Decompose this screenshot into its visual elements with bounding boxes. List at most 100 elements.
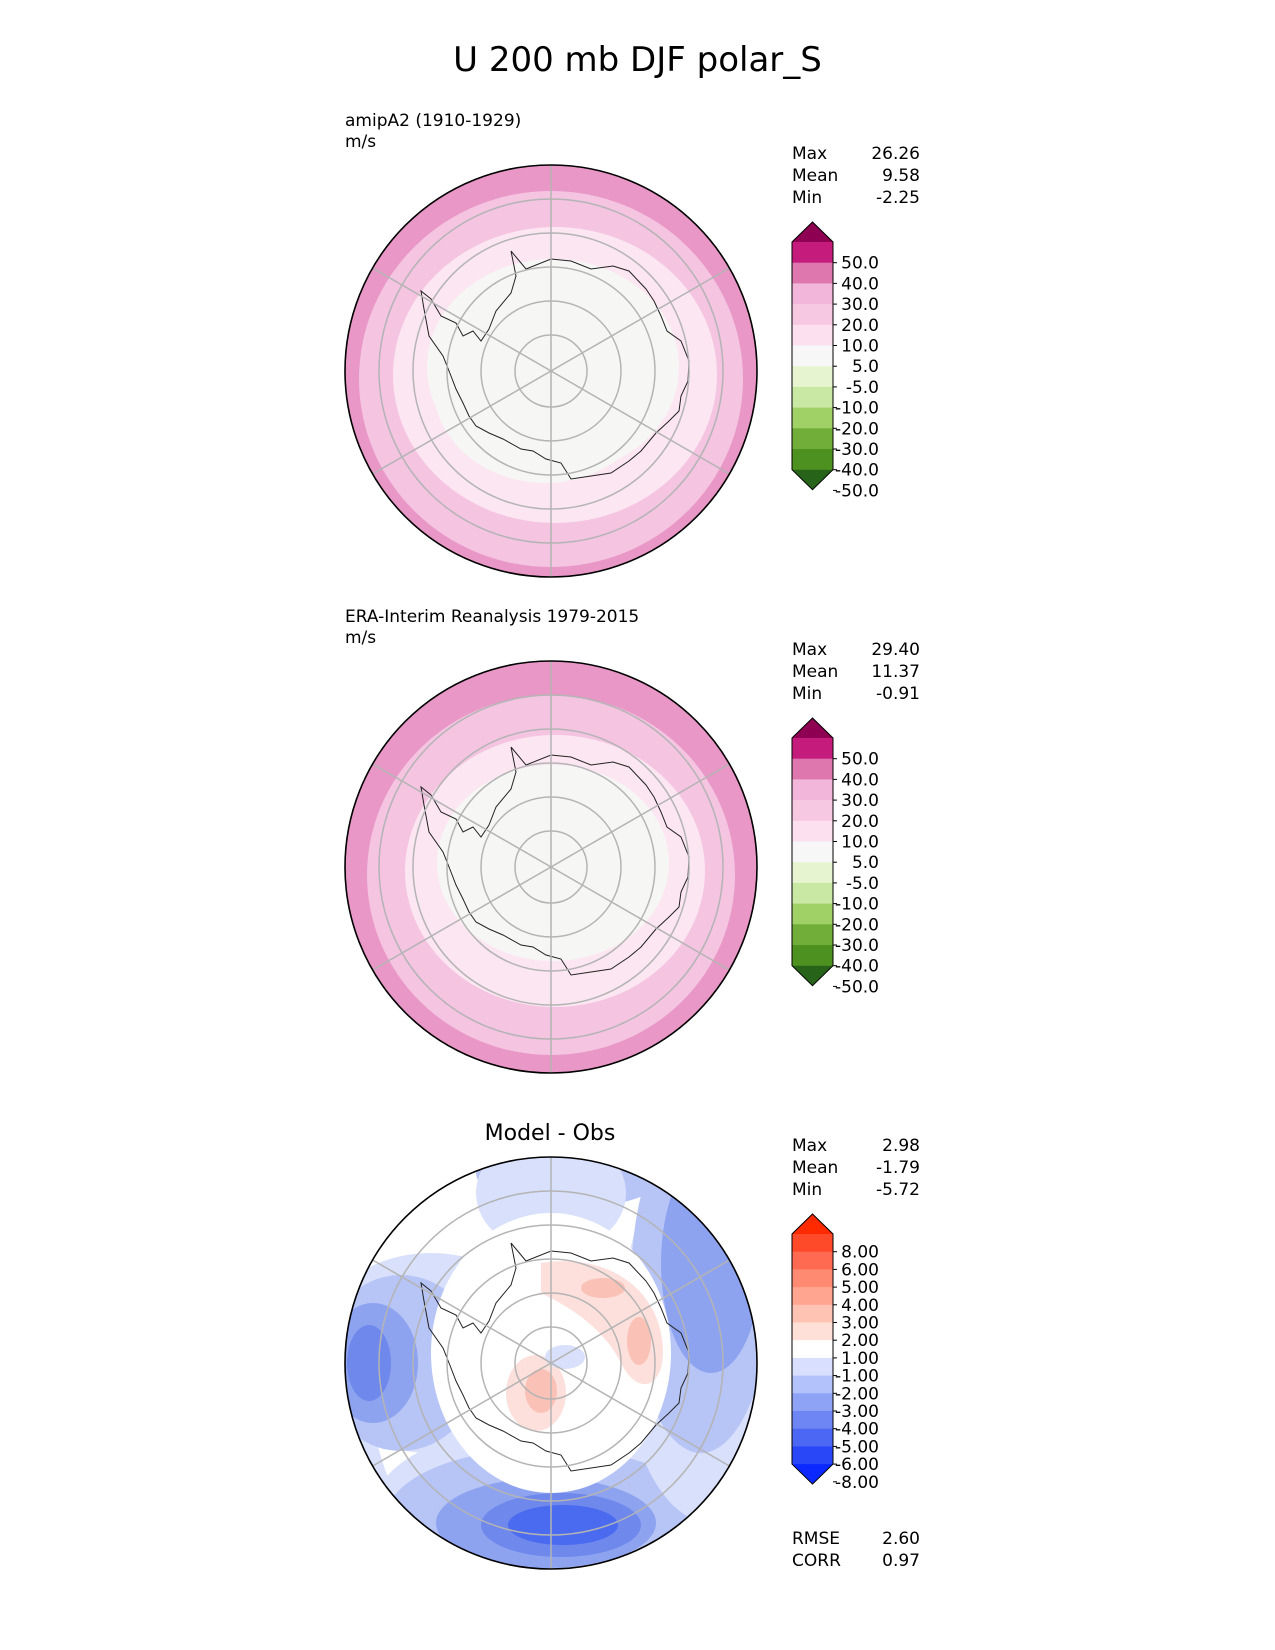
pos-band-west-antarctica-2: [525, 1369, 557, 1413]
coastline: [420, 250, 690, 480]
band-near-zero: [437, 765, 669, 961]
colorbar-segment: [792, 242, 833, 264]
colorbar-segment: [792, 1411, 833, 1430]
colorbar-tick-label: -50.0: [835, 481, 879, 501]
colorbar-tick-label: 20.0: [841, 812, 879, 832]
colorbar-tick-label: 40.0: [841, 770, 879, 790]
colorbar-tick-label: 50.0: [841, 254, 879, 274]
map-boundary: [344, 1156, 758, 1570]
colorbar-segment: [792, 862, 833, 884]
colorbar-tick-label: -20.0: [835, 419, 879, 439]
colorbar-tick-label: -40.0: [835, 957, 879, 977]
stat-max: Max 26.26: [792, 144, 920, 164]
stat-min: Min -0.91: [792, 684, 920, 704]
map-boundary: [344, 164, 758, 578]
colorbar-tick-label: -30.0: [835, 440, 879, 460]
colorbar-tick-label: -10.0: [835, 399, 879, 419]
map-panel-test: [344, 164, 758, 578]
colorbar-tick-label: -8.00: [835, 1473, 879, 1493]
colorbar-segment: [792, 1304, 833, 1324]
colorbar-segment: [792, 1375, 833, 1394]
neg-band-south-5: [508, 1505, 618, 1545]
stat-mean: Mean 9.58: [792, 166, 920, 186]
meridian-gridline: [372, 763, 730, 971]
colorbar-segment: [792, 841, 833, 863]
colorbar-segment: [792, 1357, 833, 1377]
colorbar-segment: [792, 882, 833, 905]
colorbar-tick-label: -3.00: [835, 1402, 879, 1422]
metric-rmse: RMSE 2.60: [792, 1529, 920, 1549]
panel-diff-stats: Max 2.98 Mean -1.79 Min -5.72: [792, 1135, 920, 1201]
colorbar-ref: 50.040.030.020.010.05.0-5.0-10.0-20.0-30…: [791, 717, 879, 997]
colorbar-segment: [792, 779, 833, 801]
colorbar-tick-label: 20.0: [841, 316, 879, 336]
colorbar-tick-label: -30.0: [835, 936, 879, 956]
stat-min: Min -2.25: [792, 188, 920, 208]
colorbar-segment: [792, 449, 833, 471]
colorbar-tick-label: 10.0: [841, 337, 879, 357]
neg-band-west-4: [347, 1325, 391, 1401]
colorbar-tick-label: -5.0: [846, 874, 879, 894]
colorbar-segment: [792, 1251, 833, 1270]
panel-ref-units: m/s: [345, 628, 377, 648]
colorbar-segment: [792, 758, 833, 780]
colorbar-tick-label: 50.0: [841, 750, 879, 770]
colorbar-segment: [792, 820, 833, 843]
coastline: [420, 746, 690, 976]
stat-max: Max 29.40: [792, 640, 920, 660]
meridian-gridline: [372, 267, 730, 475]
colorbar-segment: [792, 800, 833, 822]
colorbar-segment: [792, 1287, 833, 1306]
colorbar-segment: [792, 1322, 833, 1341]
colorbar-tick-label: -10.0: [835, 895, 879, 915]
colorbar-segment: [792, 1393, 833, 1412]
colorbar-extend-bottom: [792, 965, 833, 986]
colorbar-segment: [792, 738, 833, 760]
panel-test-units: m/s: [345, 132, 377, 152]
colorbar-tick-label: 40.0: [841, 274, 879, 294]
coastline: [420, 1242, 690, 1472]
colorbar-tick-label: 3.00: [841, 1314, 879, 1334]
colorbar-tick-label: -2.00: [835, 1384, 879, 1404]
pos-band-east-antarctica-3: [627, 1317, 651, 1365]
colorbar-tick-label: 8.00: [841, 1243, 879, 1263]
colorbar-tick-label: -6.00: [835, 1455, 879, 1475]
stat-mean: Mean -1.79: [792, 1158, 920, 1178]
colorbar-tick-label: -1.00: [835, 1367, 879, 1387]
figure-title: U 200 mb DJF polar_S: [453, 40, 822, 80]
panel-ref-stats: Max 29.40 Mean 11.37 Min -0.91: [792, 639, 920, 705]
colorbar-tick-label: -4.00: [835, 1420, 879, 1440]
colorbar-extend-bottom: [792, 469, 833, 490]
colorbar-tick-label: -40.0: [835, 461, 879, 481]
neg-patch-pole: [545, 1345, 585, 1369]
map-boundary: [344, 660, 758, 1074]
colorbar-segment: [792, 1340, 833, 1359]
colorbar-extend-bottom: [792, 1464, 833, 1485]
map-panel-diff: [344, 1156, 758, 1570]
contour-field: [345, 1157, 757, 1569]
colorbar-tick-label: -20.0: [835, 915, 879, 935]
panel-diff-title: Model - Obs: [484, 1121, 616, 1146]
colorbar-segment: [792, 1446, 833, 1465]
colorbar-extend-top: [792, 718, 833, 738]
panel-test-stats: Max 26.26 Mean 9.58 Min -2.25: [792, 143, 920, 209]
colorbar-segment: [792, 428, 833, 450]
colorbar-segment: [792, 1234, 833, 1253]
colorbar-tick-label: 2.00: [841, 1331, 879, 1351]
colorbar-segment: [792, 945, 833, 967]
colorbar-tick-label: -5.00: [835, 1437, 879, 1457]
colorbar-segment: [792, 1269, 833, 1288]
colorbar-segment: [792, 903, 833, 925]
pos-band-east-antarctica-2: [581, 1278, 625, 1298]
neg-band-east-3: [661, 1157, 757, 1373]
colorbar-tick-label: -5.0: [846, 378, 879, 398]
colorbar-segment: [792, 324, 833, 347]
colorbar-tick-label: 4.00: [841, 1296, 879, 1316]
colorbar-segment: [792, 283, 833, 305]
stat-min: Min -5.72: [792, 1180, 920, 1200]
colorbar-segment: [792, 1428, 833, 1447]
stat-mean: Mean 11.37: [792, 662, 920, 682]
map-panel-ref: [344, 660, 758, 1074]
colorbar-tick-label: 30.0: [841, 791, 879, 811]
